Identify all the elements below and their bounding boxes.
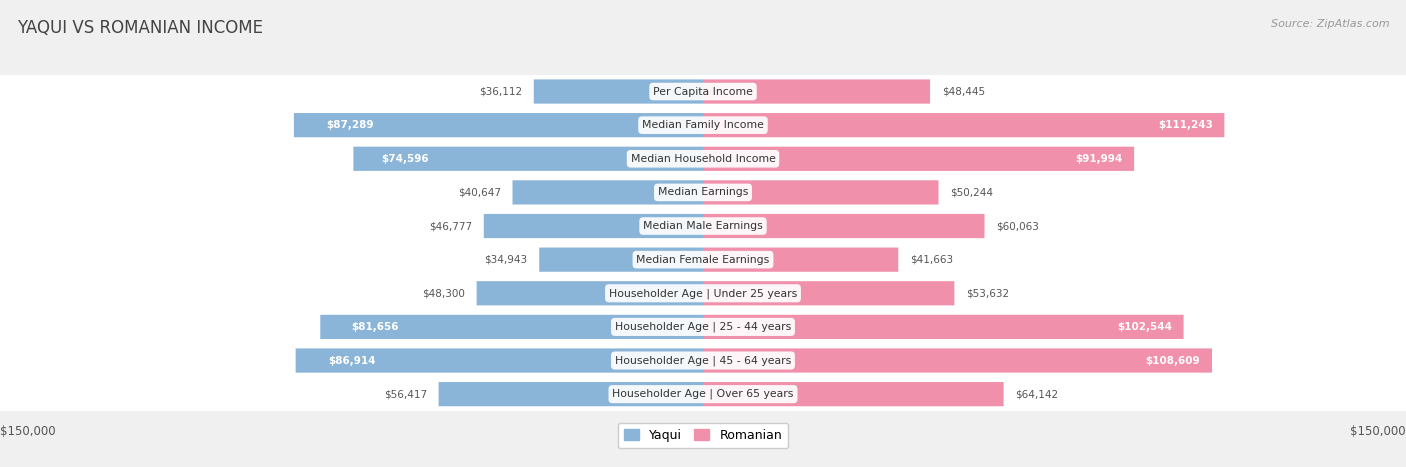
- Text: $56,417: $56,417: [384, 389, 427, 399]
- Text: $46,777: $46,777: [429, 221, 472, 231]
- FancyBboxPatch shape: [484, 214, 703, 238]
- FancyBboxPatch shape: [703, 113, 1225, 137]
- Text: Per Capita Income: Per Capita Income: [652, 86, 754, 97]
- Text: $41,663: $41,663: [910, 255, 953, 265]
- Text: $64,142: $64,142: [1015, 389, 1059, 399]
- FancyBboxPatch shape: [540, 248, 703, 272]
- FancyBboxPatch shape: [703, 315, 1184, 339]
- Text: $48,445: $48,445: [942, 86, 984, 97]
- Text: YAQUI VS ROMANIAN INCOME: YAQUI VS ROMANIAN INCOME: [17, 19, 263, 37]
- Text: $150,000: $150,000: [1350, 425, 1406, 438]
- Text: $91,994: $91,994: [1076, 154, 1122, 164]
- Text: Householder Age | Over 65 years: Householder Age | Over 65 years: [612, 389, 794, 399]
- Text: $102,544: $102,544: [1116, 322, 1171, 332]
- FancyBboxPatch shape: [439, 382, 703, 406]
- Text: $108,609: $108,609: [1146, 355, 1201, 366]
- Text: Householder Age | Under 25 years: Householder Age | Under 25 years: [609, 288, 797, 298]
- Text: Median Earnings: Median Earnings: [658, 187, 748, 198]
- Text: $81,656: $81,656: [352, 322, 398, 332]
- Text: $40,647: $40,647: [458, 187, 501, 198]
- Text: Source: ZipAtlas.com: Source: ZipAtlas.com: [1271, 19, 1389, 28]
- FancyBboxPatch shape: [353, 147, 703, 171]
- Text: Median Family Income: Median Family Income: [643, 120, 763, 130]
- FancyBboxPatch shape: [703, 348, 1212, 373]
- FancyBboxPatch shape: [513, 180, 703, 205]
- FancyBboxPatch shape: [703, 248, 898, 272]
- Text: Householder Age | 45 - 64 years: Householder Age | 45 - 64 years: [614, 355, 792, 366]
- Text: $74,596: $74,596: [381, 154, 429, 164]
- Text: $48,300: $48,300: [422, 288, 465, 298]
- Legend: Yaqui, Romanian: Yaqui, Romanian: [617, 423, 789, 448]
- FancyBboxPatch shape: [703, 147, 1135, 171]
- Text: $86,914: $86,914: [328, 355, 375, 366]
- Text: Median Female Earnings: Median Female Earnings: [637, 255, 769, 265]
- FancyBboxPatch shape: [703, 281, 955, 305]
- FancyBboxPatch shape: [703, 180, 938, 205]
- FancyBboxPatch shape: [703, 79, 929, 104]
- Text: Median Household Income: Median Household Income: [630, 154, 776, 164]
- Text: $36,112: $36,112: [479, 86, 522, 97]
- Text: $87,289: $87,289: [326, 120, 374, 130]
- Text: $150,000: $150,000: [0, 425, 56, 438]
- Text: $60,063: $60,063: [997, 221, 1039, 231]
- Text: Median Male Earnings: Median Male Earnings: [643, 221, 763, 231]
- Text: $111,243: $111,243: [1157, 120, 1212, 130]
- FancyBboxPatch shape: [477, 281, 703, 305]
- Text: $34,943: $34,943: [485, 255, 527, 265]
- Text: Householder Age | 25 - 44 years: Householder Age | 25 - 44 years: [614, 322, 792, 332]
- FancyBboxPatch shape: [703, 214, 984, 238]
- FancyBboxPatch shape: [703, 382, 1004, 406]
- FancyBboxPatch shape: [534, 79, 703, 104]
- Text: $50,244: $50,244: [950, 187, 993, 198]
- FancyBboxPatch shape: [294, 113, 703, 137]
- Text: $53,632: $53,632: [966, 288, 1010, 298]
- FancyBboxPatch shape: [321, 315, 703, 339]
- FancyBboxPatch shape: [295, 348, 703, 373]
